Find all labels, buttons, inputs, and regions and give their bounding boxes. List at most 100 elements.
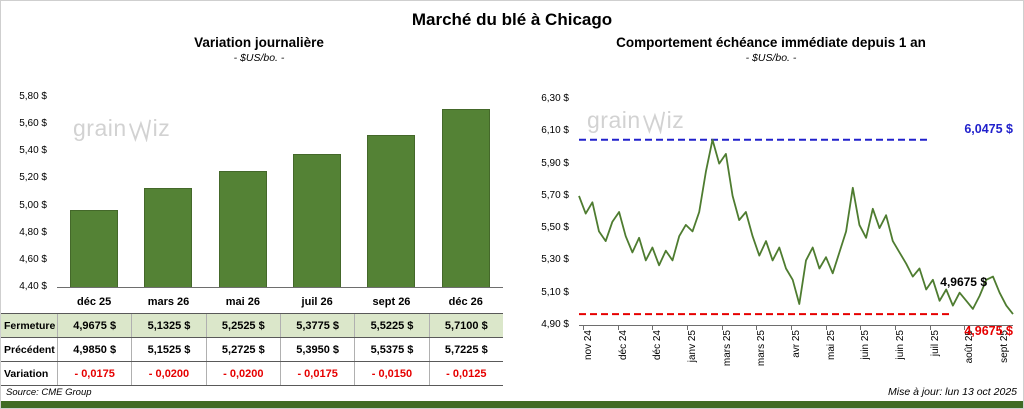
last-price-label: 4,9675 $: [940, 275, 987, 289]
bar-column: [131, 97, 205, 287]
table-cell: 5,1525 $: [131, 338, 205, 361]
bar-column: [429, 97, 503, 287]
table-cell: 4,9675 $: [57, 314, 131, 337]
bar-chart-plot: [57, 97, 503, 288]
x-axis-tick: [929, 326, 931, 330]
grainwiz-w-icon: [128, 119, 151, 142]
y-axis-label: 5,50 $: [541, 222, 569, 234]
x-axis-tick: [895, 326, 896, 330]
x-axis-tick: [721, 326, 723, 330]
bar-column: [57, 97, 131, 287]
table-cell: 5,3775 $: [279, 314, 354, 337]
bar-sept-26: [367, 134, 416, 287]
x-axis-label: déc 24: [652, 330, 664, 361]
y-axis-label: 4,80 $: [19, 226, 47, 238]
table-cell: - 0,0125: [428, 362, 503, 385]
row-header: Fermeture: [4, 319, 56, 332]
bar-column: [280, 97, 354, 287]
bar-déc-25: [70, 209, 119, 287]
bar-column: [354, 97, 428, 287]
y-axis-label: 5,00 $: [19, 199, 47, 211]
y-axis-label: 6,30 $: [541, 93, 569, 104]
x-axis-tick: [825, 326, 827, 330]
x-axis-label: juin 25: [860, 330, 872, 360]
y-axis-label: 4,60 $: [19, 253, 47, 265]
column-header: déc 26: [448, 296, 483, 308]
x-axis-label: juil 25: [929, 330, 941, 357]
table-cell: 5,7225 $: [428, 338, 503, 361]
watermark-text-pre: grain: [73, 115, 127, 141]
table-corner: [1, 291, 57, 313]
daily-variation-panel: Variation journalière - $US/bo. - grain …: [1, 35, 517, 387]
bar-chart-title: Variation journalière: [194, 35, 324, 50]
x-axis-label: mai 25: [825, 330, 837, 361]
x-axis-tick: [617, 326, 619, 330]
table-cell: 5,5375 $: [354, 338, 428, 361]
line-chart-title: Comportement échéance immédiate depuis 1…: [616, 35, 926, 50]
column-header: sept 26: [372, 296, 411, 308]
table-row-precedent: Précédent 4,9850 $5,1525 $5,2725 $5,3950 …: [1, 338, 503, 362]
y-axis-label: 5,20 $: [19, 172, 47, 184]
x-axis-tick: [964, 326, 966, 330]
y-axis-label: 5,70 $: [541, 189, 569, 201]
bar-column: [206, 97, 280, 287]
x-axis-tick: [999, 326, 1000, 330]
y-axis-label: 5,80 $: [19, 91, 47, 102]
x-axis-label: nov 24: [583, 330, 594, 361]
table-row-fermeture: Fermeture 4,9675 $5,1325 $5,2525 $5,3775 …: [1, 314, 503, 338]
y-axis-label: 5,30 $: [541, 254, 569, 266]
x-axis-label: mars 25: [721, 330, 733, 367]
table-cell: - 0,0175: [57, 362, 131, 385]
grainwiz-watermark: grain iz: [587, 107, 684, 134]
line-chart-y-axis: 6,30 $ 6,10 $ 5,90 $ 5,70 $ 5,50 $ 5,30 $ 5,10…: [521, 93, 573, 330]
y-axis-label: 5,10 $: [541, 286, 569, 298]
column-header: déc 25: [77, 296, 112, 308]
bar-chart-subtitle: - $US/bo. -: [233, 52, 285, 64]
bar-juil-26: [293, 154, 342, 287]
table-cell: - 0,0175: [279, 362, 354, 385]
x-axis-label: mars 25: [756, 330, 768, 367]
bar-mai-26: [218, 171, 267, 287]
table-cell: 5,7100 $: [428, 314, 503, 337]
table-header-row: déc 25 mars 26 mai 26 juil 26 sept 26 déc 26: [1, 291, 503, 314]
y-axis-label: 6,10 $: [541, 125, 569, 137]
footer-accent-bar: [1, 401, 1023, 408]
table-cell: 5,2725 $: [205, 338, 280, 361]
futures-price-table: déc 25 mars 26 mai 26 juil 26 sept 26 déc 26 F…: [1, 291, 503, 386]
x-axis-label: juin 25: [895, 330, 906, 360]
x-axis-tick: [687, 326, 688, 330]
column-header: juil 26: [301, 296, 333, 308]
page-title: Marché du blé à Chicago: [411, 10, 613, 29]
line-chart-subtitle: - $US/bo. -: [745, 52, 797, 64]
low-52w-label: 4,9675 $: [964, 324, 1013, 339]
bar-déc-26: [441, 109, 490, 287]
y-axis-label: 5,40 $: [19, 145, 47, 157]
update-note: Mise à jour: lun 13 oct 2025: [888, 386, 1017, 398]
table-cell: - 0,0200: [205, 362, 280, 385]
table-cell: 4,9850 $: [57, 338, 131, 361]
line-chart-x-axis: nov 24 déc 24 déc 24 janv 25 mars 25 mars 25 a…: [579, 326, 1013, 380]
line-chart-plot: 6,0475 $ 4,9675 $ 4,9675 $: [578, 99, 1014, 338]
watermark-text-post: iz: [666, 107, 685, 133]
bar-chart-y-axis: 5,80 $ 5,60 $ 5,40 $ 5,20 $ 5,00 $ 4,80 $ 4,60…: [1, 91, 51, 292]
front-month-panel: Comportement échéance immédiate depuis 1…: [521, 35, 1021, 391]
x-axis-tick: [652, 326, 654, 330]
y-axis-label: 5,60 $: [19, 118, 47, 130]
y-axis-label: 5,90 $: [541, 157, 569, 169]
x-axis-tick: [791, 326, 792, 330]
table-row-variation: Variation - 0,0175- 0,0200- 0,0200- 0,017…: [1, 362, 503, 386]
x-axis-label: janv 25: [687, 330, 698, 363]
source-note: Source: CME Group: [6, 387, 92, 398]
watermark-text-pre: grain: [587, 107, 641, 133]
x-axis-label: avr 25: [791, 330, 802, 358]
grainwiz-w-icon: [642, 111, 665, 134]
table-cell: 5,3950 $: [279, 338, 354, 361]
column-header: mai 26: [225, 296, 260, 308]
row-header: Précédent: [4, 343, 55, 356]
line-chart-svg: [578, 138, 1014, 316]
bar-mars-26: [144, 187, 193, 287]
table-cell: - 0,0200: [131, 362, 205, 385]
table-cell: 5,5225 $: [354, 314, 428, 337]
grainwiz-watermark: grain iz: [73, 115, 170, 142]
